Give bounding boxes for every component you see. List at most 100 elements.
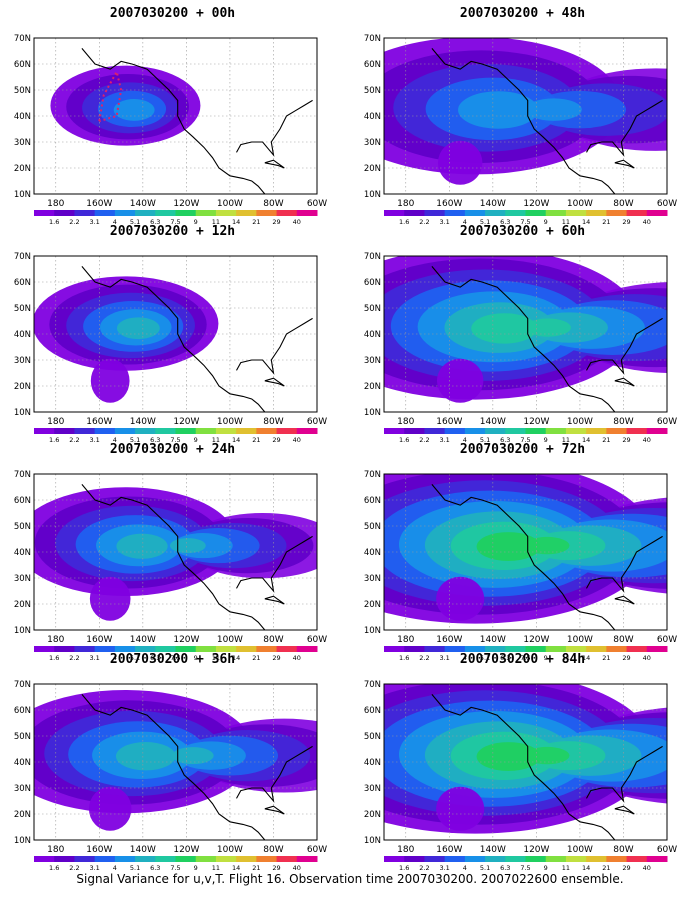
chart-panel: 2007030200 + 48h 10N 20N 30N 40N 50N 60N 70N 18… bbox=[350, 6, 695, 226]
x-tick-label: 60W bbox=[657, 845, 677, 855]
colorbar-label: 29 bbox=[272, 436, 280, 444]
colorbar-swatch bbox=[525, 210, 547, 216]
y-tick-label: 40N bbox=[14, 112, 31, 122]
colorbar-label: 1.6 bbox=[399, 436, 409, 444]
y-tick-label: 30N bbox=[14, 356, 31, 366]
y-tick-label: 40N bbox=[364, 330, 381, 340]
colorbar-swatch bbox=[626, 646, 648, 652]
colorbar-swatch bbox=[296, 856, 318, 862]
colorbar-swatch bbox=[175, 428, 197, 434]
y-tick-label: 20N bbox=[364, 600, 381, 610]
panel-title: 2007030200 + 60h bbox=[459, 224, 586, 239]
colorbar-label: 40 bbox=[293, 218, 301, 226]
coastline bbox=[81, 266, 313, 412]
colorbar-swatch bbox=[586, 210, 607, 216]
x-tick-label: 100W bbox=[567, 845, 593, 855]
colorbar-swatch bbox=[586, 646, 607, 652]
y-tick-label: 30N bbox=[364, 356, 381, 366]
colorbar-label: 11 bbox=[212, 864, 220, 872]
y-tick-label: 60N bbox=[14, 278, 31, 288]
x-tick-label: 140W bbox=[480, 199, 506, 209]
x-tick-label: 120W bbox=[173, 417, 199, 427]
coastline-segment bbox=[586, 745, 663, 803]
colorbar-label: 6.3 bbox=[150, 864, 160, 872]
y-tick-label: 70N bbox=[364, 680, 381, 690]
colorbar-label: 40 bbox=[643, 218, 651, 226]
coastline-segment bbox=[264, 805, 285, 815]
contour-fill bbox=[88, 786, 132, 831]
chart-panel: 2007030200 + 60h 10N 20N 30N 40N 50N 60N 70N 18… bbox=[350, 224, 695, 444]
colorbar-swatch bbox=[485, 428, 506, 434]
coastline bbox=[431, 694, 663, 840]
colorbar-label: 21 bbox=[602, 218, 610, 226]
colorbar-label: 2.2 bbox=[69, 864, 79, 872]
panel-title: 2007030200 + 72h bbox=[459, 442, 586, 457]
colorbar-label: 14 bbox=[582, 218, 590, 226]
coastline-segment bbox=[264, 595, 285, 605]
variance-field bbox=[384, 256, 667, 403]
colorbar-swatch bbox=[135, 210, 156, 216]
y-tick-label: 30N bbox=[14, 574, 31, 584]
map-plot: 10N 20N 30N 40N 50N 60N 70N 180 160W 140W 120W 100W… bbox=[14, 470, 327, 662]
y-tick-label: 20N bbox=[14, 382, 31, 392]
y-tick-label: 70N bbox=[14, 252, 31, 262]
plot-frame bbox=[383, 37, 668, 195]
colorbar-label: 7.5 bbox=[170, 654, 180, 662]
colorbar-swatch bbox=[54, 646, 75, 652]
x-tick-label: 80W bbox=[263, 417, 283, 427]
colorbar-swatch bbox=[464, 856, 486, 862]
colorbar-swatch bbox=[236, 646, 257, 652]
colorbar-swatch bbox=[444, 856, 466, 862]
colorbar-swatch bbox=[236, 856, 257, 862]
plot-frame bbox=[33, 473, 318, 631]
colorbar-swatch bbox=[276, 210, 298, 216]
x-tick-label: 180 bbox=[397, 845, 414, 855]
colorbar-label: 1.6 bbox=[399, 654, 409, 662]
colorbar-label: 6.3 bbox=[150, 436, 160, 444]
colorbar-swatch bbox=[296, 646, 318, 652]
x-tick-label: 80W bbox=[263, 635, 283, 645]
x-tick-label: 60W bbox=[657, 417, 677, 427]
panel-title: 2007030200 + 48h bbox=[459, 6, 586, 21]
colorbar-label: 7.5 bbox=[520, 436, 530, 444]
contour-fill bbox=[436, 786, 485, 831]
contour-fill bbox=[116, 533, 168, 559]
colorbar-swatch bbox=[646, 856, 668, 862]
colorbar-swatch bbox=[135, 646, 156, 652]
x-tick-label: 180 bbox=[47, 635, 64, 645]
x-tick-label: 100W bbox=[217, 199, 243, 209]
colorbar-label: 5.1 bbox=[130, 218, 140, 226]
x-tick-label: 160W bbox=[86, 417, 112, 427]
coastline-segment bbox=[586, 317, 663, 375]
panel-title: 2007030200 + 00h bbox=[109, 6, 236, 21]
coastline-segment bbox=[236, 99, 313, 157]
colorbar-swatch bbox=[404, 856, 425, 862]
y-tick-label: 10N bbox=[364, 408, 381, 418]
colorbar-label: 11 bbox=[212, 654, 220, 662]
contour-fill bbox=[458, 91, 539, 129]
y-tick-label: 50N bbox=[14, 732, 31, 742]
colorbar-swatch bbox=[505, 428, 526, 434]
colorbar-swatch bbox=[565, 856, 587, 862]
y-tick-label: 60N bbox=[14, 496, 31, 506]
colorbar-swatch bbox=[155, 210, 176, 216]
x-tick-label: 160W bbox=[86, 635, 112, 645]
colorbar-label: 1.6 bbox=[49, 436, 59, 444]
colorbar-swatch bbox=[215, 210, 237, 216]
y-tick-label: 60N bbox=[364, 706, 381, 716]
colorbar-swatch bbox=[74, 856, 96, 862]
colorbar-label: 21 bbox=[602, 436, 610, 444]
colorbar-label: 14 bbox=[232, 864, 240, 872]
chart-panel: 2007030200 + 84h 10N 20N 30N 40N 50N 60N 70N 18… bbox=[350, 652, 695, 872]
x-tick-label: 180 bbox=[397, 635, 414, 645]
coastline-segment bbox=[236, 317, 313, 375]
x-tick-label: 120W bbox=[173, 635, 199, 645]
colorbar-label: 1.6 bbox=[49, 218, 59, 226]
colorbar-label: 4 bbox=[463, 654, 467, 662]
colorbar-label: 3.1 bbox=[439, 654, 449, 662]
x-tick-label: 80W bbox=[613, 845, 633, 855]
colorbar-swatch bbox=[135, 428, 156, 434]
coastline-segment bbox=[431, 266, 616, 412]
y-tick-label: 10N bbox=[364, 626, 381, 636]
x-tick-label: 100W bbox=[217, 635, 243, 645]
